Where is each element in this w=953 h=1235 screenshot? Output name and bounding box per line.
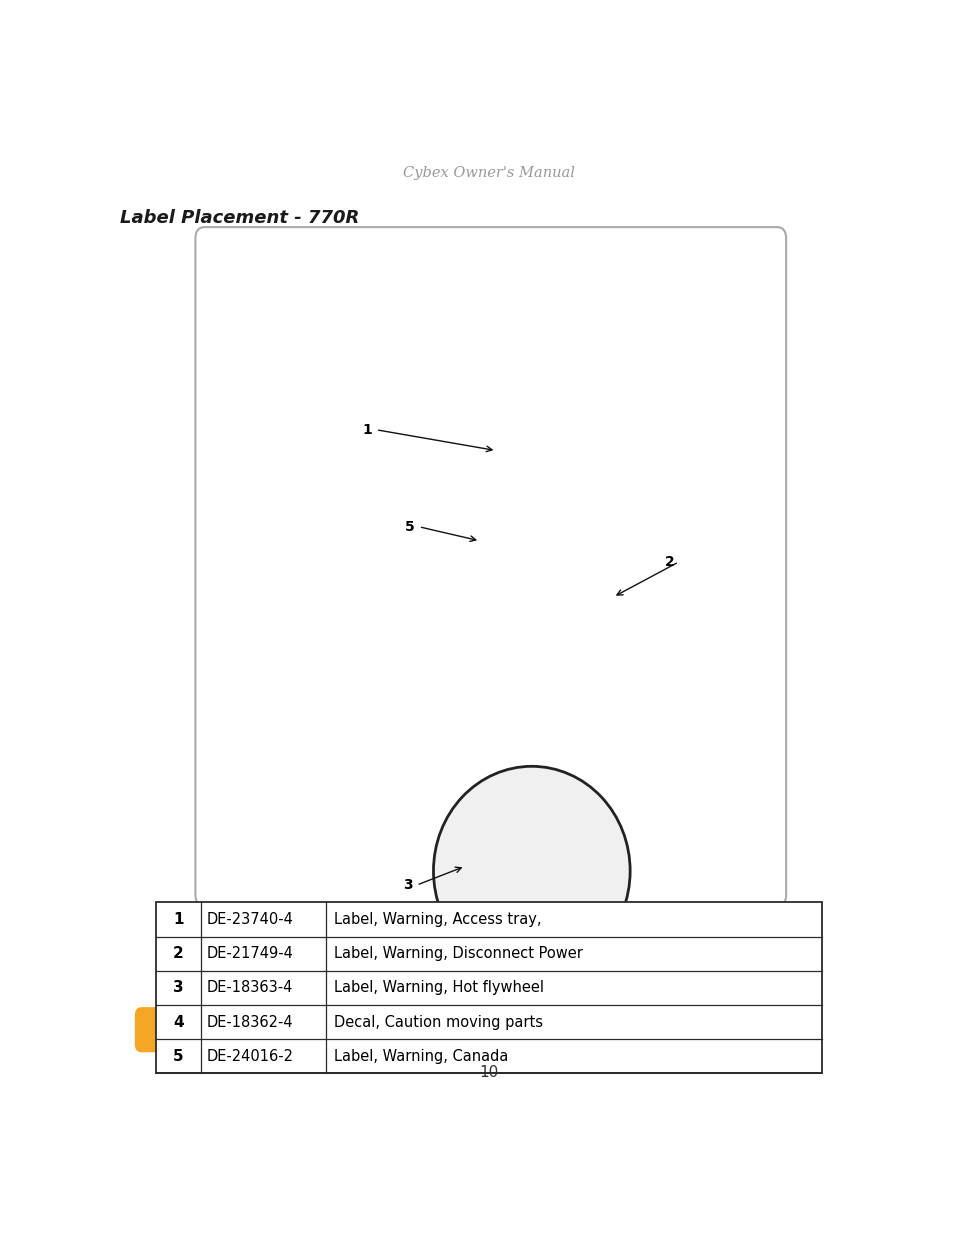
Text: Label, Warning, Canada: Label, Warning, Canada — [334, 1049, 508, 1063]
Text: DE-18362-4: DE-18362-4 — [206, 1015, 293, 1030]
Text: DE-24016-2: DE-24016-2 — [206, 1049, 294, 1063]
Text: 10: 10 — [478, 1065, 498, 1081]
Text: Label, Warning, Access tray,: Label, Warning, Access tray, — [334, 911, 540, 927]
Text: DE-18363-4: DE-18363-4 — [206, 981, 293, 995]
Text: 2: 2 — [664, 555, 674, 569]
Text: Label, Warning, Hot flywheel: Label, Warning, Hot flywheel — [334, 981, 543, 995]
Text: 5: 5 — [172, 1049, 184, 1063]
Text: 3: 3 — [402, 878, 412, 892]
Text: 1: 1 — [362, 422, 372, 437]
Text: DE-23740-4: DE-23740-4 — [206, 911, 294, 927]
Text: 4: 4 — [172, 1015, 184, 1030]
Text: Cybex Owner's Manual: Cybex Owner's Manual — [402, 165, 575, 180]
Text: Decal, Caution moving parts: Decal, Caution moving parts — [334, 1015, 542, 1030]
Text: Label, Warning, Disconnect Power: Label, Warning, Disconnect Power — [334, 946, 582, 961]
Text: 2: 2 — [172, 946, 184, 961]
Text: 4: 4 — [440, 932, 451, 946]
FancyBboxPatch shape — [135, 1008, 343, 1052]
Text: DE-21749-4: DE-21749-4 — [206, 946, 294, 961]
Bar — [156, 903, 821, 1073]
Ellipse shape — [433, 766, 630, 976]
Text: 1: 1 — [172, 911, 184, 927]
Text: 5: 5 — [404, 520, 415, 534]
Text: 3: 3 — [172, 981, 184, 995]
FancyBboxPatch shape — [195, 227, 785, 906]
Text: Label Placement - 770R: Label Placement - 770R — [119, 209, 358, 226]
